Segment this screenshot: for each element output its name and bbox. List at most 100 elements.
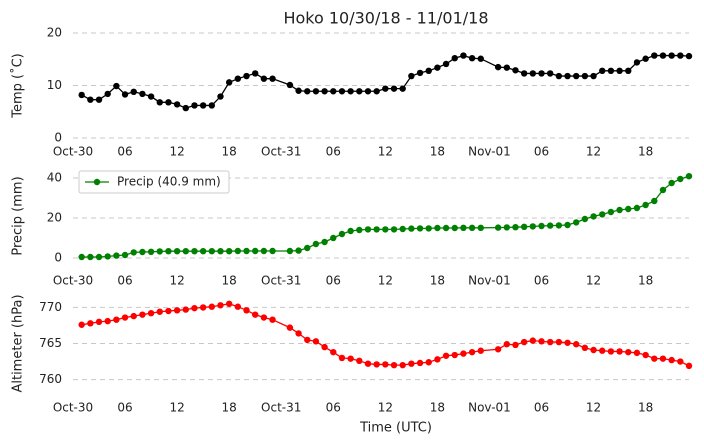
data-point <box>677 358 684 365</box>
data-point <box>113 252 120 259</box>
data-point <box>529 223 537 230</box>
data-point <box>286 81 294 89</box>
data-point <box>147 93 155 100</box>
data-point <box>382 85 389 92</box>
data-point <box>668 179 675 187</box>
y-tick-label: 760 <box>39 372 62 386</box>
data-point <box>147 310 155 317</box>
data-point <box>312 338 320 345</box>
data-point <box>633 349 641 357</box>
data-point <box>260 314 268 321</box>
legend: Precip (40.9 mm) <box>78 170 230 194</box>
data-point <box>243 247 250 255</box>
x-axis-label: Time (UTC) <box>359 421 432 436</box>
data-point <box>356 357 363 365</box>
data-point <box>425 67 432 75</box>
data-point <box>564 72 571 80</box>
data-point <box>260 75 268 82</box>
data-point <box>408 72 415 80</box>
data-point <box>685 362 693 370</box>
data-point <box>494 224 502 231</box>
data-point <box>95 253 103 261</box>
data-point <box>607 348 615 355</box>
data-point <box>460 224 467 231</box>
data-point <box>546 338 554 346</box>
data-point <box>477 55 484 62</box>
data-point <box>581 344 589 352</box>
data-point <box>173 248 181 255</box>
data-point <box>121 91 129 98</box>
x-tick-label: Oct-30 <box>53 274 93 288</box>
data-point <box>199 102 207 109</box>
data-point <box>304 244 311 252</box>
x-tick-label: 06 <box>534 274 549 288</box>
data-point <box>564 339 571 346</box>
data-point <box>330 234 337 242</box>
data-point <box>399 225 406 233</box>
x-tick-label: 12 <box>378 401 393 415</box>
data-point <box>243 307 250 314</box>
data-point <box>625 205 632 213</box>
data-point <box>599 67 606 75</box>
data-point <box>468 224 476 231</box>
data-point <box>199 304 207 311</box>
data-point <box>538 70 545 77</box>
data-point <box>269 316 276 323</box>
data-point <box>225 248 233 255</box>
data-point <box>538 222 545 230</box>
data-point <box>321 238 328 246</box>
data-point <box>520 338 528 346</box>
data-point <box>295 330 302 337</box>
y-axis-label: Altimeter (hPa) <box>11 294 26 392</box>
data-point <box>338 88 346 95</box>
data-point <box>546 222 554 229</box>
data-point <box>408 225 415 232</box>
x-tick-label: Nov-01 <box>468 401 511 415</box>
x-tick-label: Oct-31 <box>261 145 301 159</box>
data-point <box>208 248 216 255</box>
data-point <box>538 338 545 345</box>
data-point <box>546 70 554 77</box>
y-axis-label: Temp (˚C) <box>10 53 26 119</box>
data-point <box>651 197 658 205</box>
data-point <box>191 248 198 255</box>
data-point <box>364 88 372 95</box>
data-point <box>607 67 615 75</box>
data-point <box>113 316 120 323</box>
data-point <box>434 224 441 232</box>
data-point <box>347 88 354 95</box>
data-point <box>573 219 580 226</box>
data-point <box>234 75 242 82</box>
data-point <box>243 72 250 80</box>
data-point <box>573 341 580 348</box>
x-tick-label: 18 <box>638 274 653 288</box>
data-point <box>330 348 337 356</box>
chart-title: Hoko 10/30/18 - 11/01/18 <box>283 9 488 28</box>
data-point <box>468 55 476 62</box>
x-tick-label: 18 <box>638 145 653 159</box>
data-point <box>95 96 103 103</box>
data-point <box>182 104 189 112</box>
x-tick-label: 06 <box>326 145 341 159</box>
data-line <box>81 54 690 109</box>
data-point <box>286 247 294 255</box>
data-point <box>347 355 354 362</box>
data-point <box>442 224 450 232</box>
legend-marker <box>93 178 101 186</box>
data-point <box>78 91 85 99</box>
data-point <box>173 101 181 108</box>
data-point <box>512 67 519 74</box>
x-tick-label: 18 <box>430 401 445 415</box>
data-point <box>321 343 328 351</box>
data-point <box>460 350 467 357</box>
data-point <box>130 249 137 256</box>
data-point <box>633 59 641 66</box>
y-tick-label: 770 <box>39 300 62 314</box>
x-tick-label: Nov-01 <box>468 274 511 288</box>
data-point <box>191 102 198 109</box>
data-point <box>364 360 372 367</box>
y-tick-label: 10 <box>47 78 62 92</box>
data-point <box>494 346 502 353</box>
y-tick-label: 40 <box>47 171 62 185</box>
